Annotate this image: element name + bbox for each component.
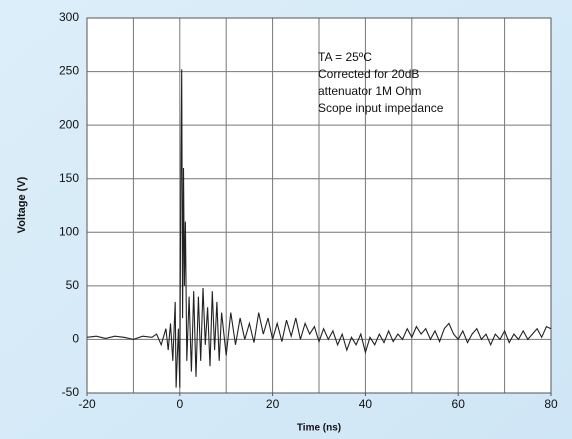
y-tick-label: 100 [59, 224, 79, 238]
y-tick-label: -50 [62, 385, 80, 399]
annotation-text: TA = 25ºC [318, 50, 372, 64]
x-tick-label: 60 [452, 397, 466, 411]
x-tick-label: 40 [359, 397, 373, 411]
data-line [86, 69, 552, 388]
x-tick-label: -20 [78, 397, 96, 411]
y-axis-label: Voltage (V) [16, 176, 28, 233]
y-tick-label: 50 [66, 278, 80, 292]
annotation-box [305, 45, 473, 123]
x-tick-label: 20 [266, 397, 280, 411]
annotation-text: Scope input impedance [318, 101, 444, 115]
y-tick-label: 150 [59, 171, 79, 185]
annotation-text: Corrected for 20dB [318, 67, 419, 81]
plot-frame [86, 17, 552, 394]
y-tick-label: 0 [72, 332, 79, 346]
x-tick-label: 80 [544, 397, 558, 411]
x-tick-label: 0 [176, 397, 183, 411]
y-tick-label: 250 [59, 64, 79, 78]
x-axis-label: Time (ns) [297, 423, 341, 434]
y-tick-label: 200 [59, 117, 79, 131]
annotation-text: attenuator 1M Ohm [318, 84, 421, 98]
y-tick-label: 300 [59, 10, 79, 24]
